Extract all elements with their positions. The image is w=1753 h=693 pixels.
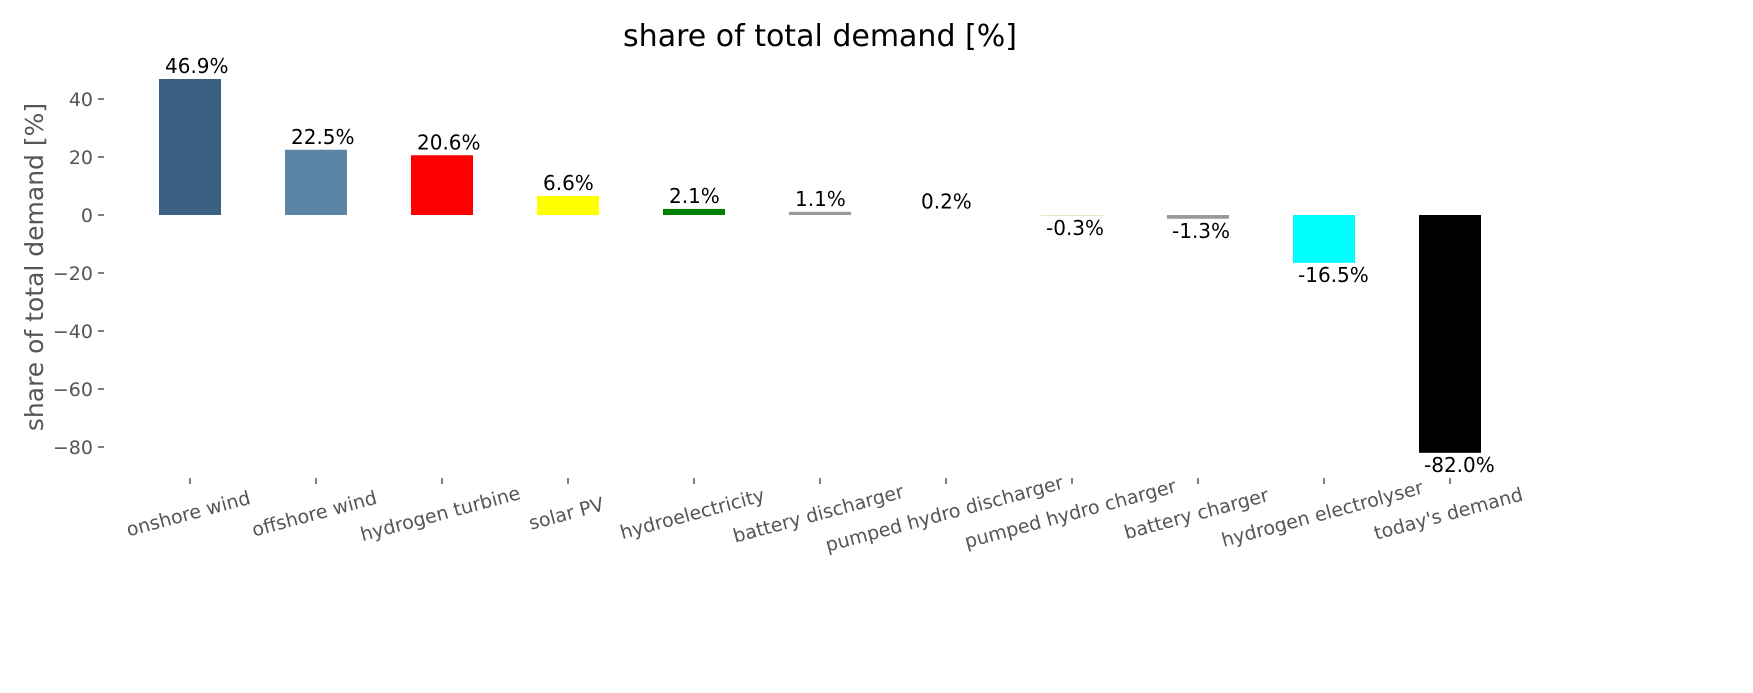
bar	[1419, 215, 1481, 453]
y-axis-label: share of total demand [%]	[20, 103, 49, 431]
data-label: -1.3%	[1172, 219, 1230, 243]
chart-title: share of total demand [%]	[623, 19, 1017, 54]
data-label: 1.1%	[795, 187, 846, 211]
bar	[663, 208, 725, 215]
bar	[537, 195, 599, 215]
y-tick-label: 40	[69, 89, 93, 111]
y-tick-label: −40	[53, 321, 93, 343]
y-tick-label: 20	[69, 147, 93, 169]
bar	[915, 214, 977, 216]
bar	[159, 78, 221, 216]
data-label: -82.0%	[1424, 453, 1495, 477]
bar	[789, 211, 851, 215]
bars: 46.9% 22.5% 20.6% 6.6% 2.1% 1.1% 0.2% -0.3% -1.3…	[159, 54, 1495, 477]
bar	[411, 155, 473, 215]
data-label: -0.3%	[1046, 216, 1104, 240]
y-tick-label: −60	[53, 379, 93, 401]
data-label: 46.9%	[165, 54, 229, 78]
data-label: 2.1%	[669, 184, 720, 208]
y-tick-label: 0	[81, 205, 93, 227]
data-label: -16.5%	[1298, 263, 1369, 287]
x-tick-label: pumped hydro charger	[962, 475, 1178, 553]
bar	[1167, 215, 1229, 219]
y-axis: 40 20 0 −20 −40 −60 −80	[53, 89, 104, 459]
y-tick-label: −20	[53, 263, 93, 285]
data-label: 20.6%	[417, 130, 481, 154]
data-label: 0.2%	[921, 189, 972, 213]
data-label: 6.6%	[543, 171, 594, 195]
x-tick-label: onshore wind	[124, 487, 253, 541]
x-tick-label: solar PV	[527, 494, 607, 535]
bar	[1041, 215, 1103, 216]
bar	[285, 149, 347, 215]
y-tick-label: −80	[53, 437, 93, 459]
x-tick-label: hydrogen turbine	[358, 482, 523, 546]
bar	[1293, 215, 1355, 263]
data-label: 22.5%	[291, 125, 355, 149]
